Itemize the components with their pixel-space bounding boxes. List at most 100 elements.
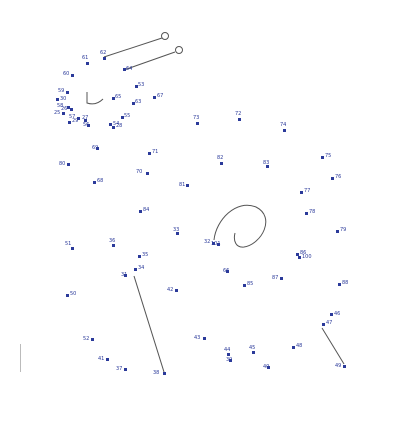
puzzle-dot[interactable] [220,162,223,165]
puzzle-dot[interactable] [112,126,115,129]
dot-number-label: 26 [61,106,68,112]
puzzle-dot[interactable] [66,294,69,297]
dot-number-label: 47 [326,320,333,326]
puzzle-dot[interactable] [93,181,96,184]
dot-number-label: 52 [83,336,90,342]
puzzle-dot[interactable] [103,57,106,60]
puzzle-dot[interactable] [138,255,141,258]
puzzle-dot[interactable] [296,253,299,256]
dot-number-label: 73 [193,115,200,121]
puzzle-dot[interactable] [153,96,156,99]
dot-number-label: 77 [304,188,311,194]
puzzle-dot[interactable] [226,270,229,273]
dot-number-label: 32 [204,239,211,245]
dot-number-label: 69 [92,145,99,151]
puzzle-dot[interactable] [66,91,69,94]
dot-number-label: 46 [334,311,341,317]
dot-number-label: 74 [280,122,287,128]
dot-number-label: 61 [82,55,89,61]
puzzle-dot[interactable] [124,274,127,277]
dot-number-label: 86 [300,250,307,256]
puzzle-dot[interactable] [292,346,295,349]
puzzle-dot[interactable] [203,337,206,340]
puzzle-dot[interactable] [300,191,303,194]
puzzle-dot[interactable] [134,268,137,271]
mouth-line [86,92,104,105]
dot-number-label: 85 [247,281,254,287]
puzzle-dot[interactable] [252,351,255,354]
dot-number-label: 56 [83,122,90,128]
puzzle-dot[interactable] [106,358,109,361]
margin-mark [20,344,21,372]
antenna-line-lower [123,51,176,71]
puzzle-dot[interactable] [139,210,142,213]
puzzle-dot[interactable] [112,244,115,247]
dot-number-label: 29 [72,118,79,124]
dot-number-label: 51 [65,241,72,247]
puzzle-dot[interactable] [124,368,127,371]
dot-number-label: 38 [153,370,160,376]
puzzle-dot[interactable] [243,284,246,287]
puzzle-dot[interactable] [321,156,324,159]
puzzle-dot[interactable] [175,289,178,292]
dot-number-label: 84 [143,207,150,213]
dot-number-label: 30 [60,96,67,102]
antenna-tip-upper [161,32,169,40]
dot-number-label: 55 [124,113,131,119]
puzzle-dot[interactable] [217,243,220,246]
puzzle-dot[interactable] [135,85,138,88]
puzzle-dot[interactable] [86,62,89,65]
puzzle-dot[interactable] [91,338,94,341]
puzzle-dot[interactable] [229,359,232,362]
puzzle-dot[interactable] [56,98,59,101]
dot-number-label: 41 [98,356,105,362]
dot-number-label: 87 [272,275,279,281]
puzzle-dot[interactable] [212,242,215,245]
leg-line-right [321,327,345,365]
spiral-line [213,204,267,248]
dot-number-label: 59 [58,88,65,94]
puzzle-dot[interactable] [68,121,71,124]
puzzle-dot[interactable] [305,212,308,215]
puzzle-dot[interactable] [123,68,126,71]
puzzle-dot[interactable] [112,97,115,100]
puzzle-dot[interactable] [163,372,166,375]
puzzle-dot[interactable] [227,353,230,356]
puzzle-dot[interactable] [71,247,74,250]
puzzle-dot[interactable] [238,118,241,121]
dot-number-label: 70 [136,169,143,175]
dot-number-label: 35 [142,252,149,258]
puzzle-dot[interactable] [283,129,286,132]
puzzle-dot[interactable] [148,152,151,155]
puzzle-dot[interactable] [77,117,80,120]
puzzle-dot[interactable] [266,165,269,168]
puzzle-dot[interactable] [343,365,346,368]
puzzle-dot[interactable] [336,230,339,233]
dot-number-label: 72 [235,111,242,117]
puzzle-dot[interactable] [87,124,90,127]
puzzle-dot[interactable] [84,119,87,122]
puzzle-dot[interactable] [298,256,301,259]
puzzle-dot[interactable] [280,277,283,280]
puzzle-dot[interactable] [267,366,270,369]
dot-number-label: 66 [223,268,230,274]
puzzle-dot[interactable] [71,74,74,77]
dot-number-label: 63 [135,99,142,105]
puzzle-dot[interactable] [132,102,135,105]
puzzle-dot[interactable] [330,313,333,316]
puzzle-dot[interactable] [322,323,325,326]
puzzle-dot[interactable] [70,108,73,111]
puzzle-dot[interactable] [62,112,65,115]
puzzle-dot[interactable] [338,283,341,286]
puzzle-dot[interactable] [176,232,179,235]
puzzle-dot[interactable] [67,163,70,166]
puzzle-dot[interactable] [96,147,99,150]
dot-number-label: 39 [226,357,233,363]
puzzle-dot[interactable] [121,116,124,119]
puzzle-dot[interactable] [331,177,334,180]
puzzle-dot[interactable] [196,122,199,125]
puzzle-dot[interactable] [109,123,112,126]
puzzle-dot[interactable] [67,106,70,109]
puzzle-dot[interactable] [146,172,149,175]
puzzle-dot[interactable] [186,184,189,187]
